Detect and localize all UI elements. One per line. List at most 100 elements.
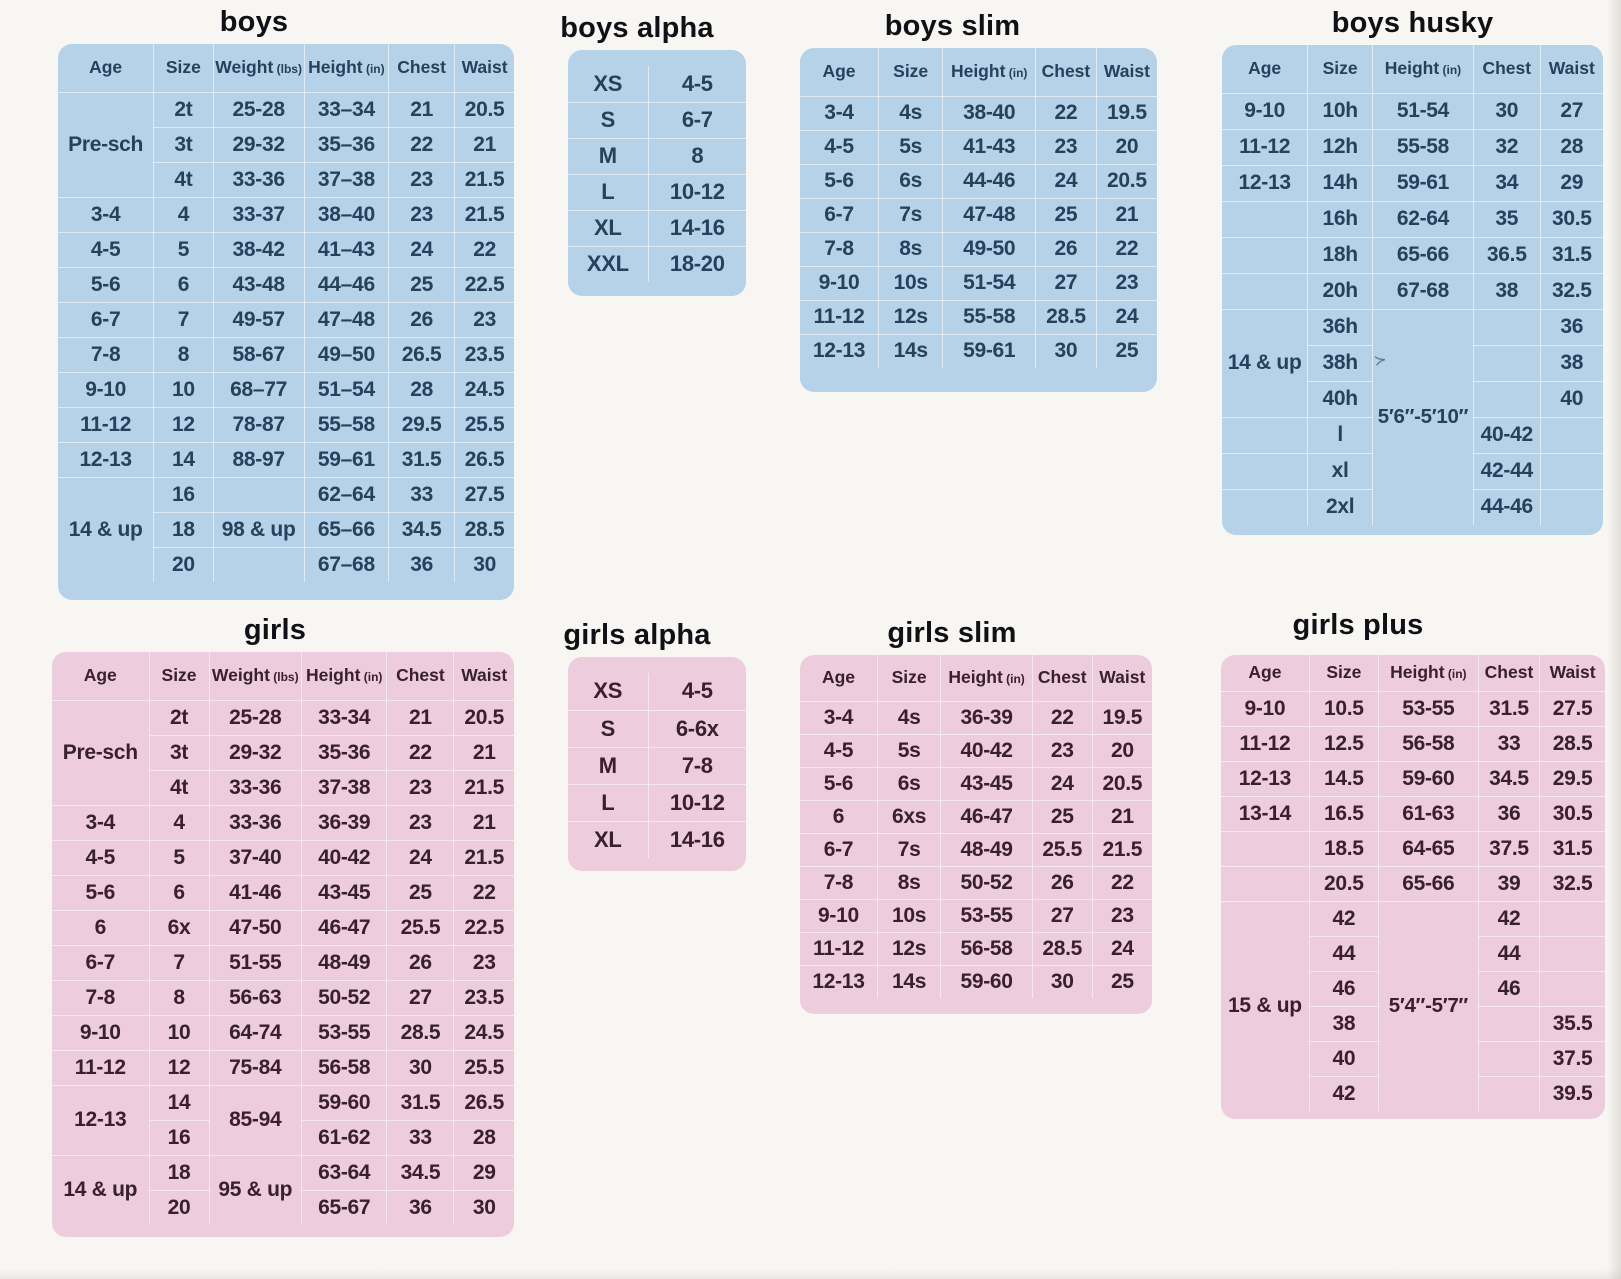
table-row: 4-5 5s 41-43 23 20 <box>800 130 1157 165</box>
table-cell <box>1478 1076 1541 1111</box>
table-cell: 5-6 <box>800 164 880 199</box>
table-cell: 8 <box>149 980 210 1016</box>
table-row: 5-6 6s 43-45 24 20.5 <box>800 767 1152 801</box>
column-header: Waist <box>1539 655 1605 692</box>
column-header: Size <box>1307 45 1373 94</box>
table-cell: 6-6x <box>648 710 746 748</box>
table-cell: 27 <box>1540 93 1603 130</box>
table-cell: 25-28 <box>209 700 302 736</box>
table-cell: 5-6 <box>800 767 878 801</box>
table-cell: 26.5 <box>454 442 514 478</box>
table-cell: 12-13 <box>800 334 880 368</box>
table-cell: 20 <box>1096 130 1157 165</box>
header-row: Age Size Weight (lbs) Height (in) Chest Waist <box>58 44 514 93</box>
table-cell: 6 <box>149 875 210 911</box>
column-header: Height (in) <box>942 48 1037 97</box>
table-row: 3-4 4s 38-40 22 19.5 <box>800 96 1157 131</box>
boys-husky-table: Age Size Height (in) Chest Waist 9-10 10h 51-54… <box>1222 45 1603 535</box>
table-row: 7-8 8s 49-50 26 22 <box>800 232 1157 267</box>
table-row: 7-8 8 58-67 49–50 26.5 23.5 <box>58 337 514 373</box>
table-row: 9-10 10h 51-54 30 27 <box>1222 93 1603 130</box>
table-cell: 12-13 <box>800 965 878 998</box>
table-row: 12-13 14 85-94 59-60 31.5 26.5 <box>52 1085 514 1156</box>
column-header: Chest <box>1478 655 1541 692</box>
table-cell: 8 <box>153 337 214 373</box>
table-cell: 33-36 <box>213 162 305 198</box>
table-cell: 18h <box>1307 237 1373 274</box>
table-cell: 31.5 <box>1540 237 1603 274</box>
girls-alpha-table-title: girls alpha <box>563 619 711 651</box>
table-cell: 67–68 <box>304 547 390 582</box>
table-cell: 20.5 <box>1092 767 1152 801</box>
table-cell: 9-10 <box>1222 93 1309 130</box>
table-row: 6 6x 47-50 46-47 25.5 22.5 <box>52 910 514 946</box>
table-cell: 18 <box>149 1155 210 1191</box>
table-cell: 14.5 <box>1309 761 1379 797</box>
girls-slim-table-section: girls slim Age Size Height (in) Chest Waist 3… <box>800 617 1152 1014</box>
table-cell: 12h <box>1307 129 1373 166</box>
table-row: 6-7 7s 48-49 25.5 21.5 <box>800 833 1152 867</box>
table-cell <box>1222 201 1309 238</box>
table-cell: 23.5 <box>454 337 514 373</box>
table-cell: 38 <box>1473 273 1541 310</box>
column-header: Chest <box>1032 655 1093 702</box>
table-cell: 12-13 <box>58 442 155 478</box>
table-cell: 36 <box>388 547 456 582</box>
table-cell: 21 <box>386 700 455 736</box>
table-cell: 42 <box>1478 901 1541 937</box>
girls-table-title: girls <box>243 614 307 646</box>
table-cell: 25 <box>1110 969 1134 993</box>
boys-table-title: boys <box>219 6 289 38</box>
table-cell: 85-94 <box>209 1085 302 1156</box>
table-cell: 8s <box>877 866 942 900</box>
column-header: Waist <box>1096 48 1157 97</box>
table-cell: 49–50 <box>304 337 390 373</box>
table-cell: 51–54 <box>304 372 390 408</box>
table-cell: 49-50 <box>942 232 1037 267</box>
table-row: 44 44 <box>1221 936 1605 972</box>
table-cell: 38h <box>1307 345 1373 382</box>
table-cell: 37.5 <box>1478 831 1541 867</box>
table-cell: 10-12 <box>648 174 746 211</box>
table-cell: 14 <box>149 1085 210 1121</box>
table-row: 40 37.5 <box>1221 1041 1605 1077</box>
table-cell: 44–46 <box>304 267 390 303</box>
table-row: 5-6 6 43-48 44–46 25 22.5 <box>58 267 514 303</box>
table-row: 5-6 6 41-46 43-45 25 22 <box>52 875 514 911</box>
table-cell: 4-5 <box>648 673 746 711</box>
boys-alpha-table-title: boys alpha <box>560 12 714 44</box>
table-cell: 6 <box>52 910 150 946</box>
table-cell: 22 <box>386 735 455 771</box>
table-cell: 31.5 <box>386 1085 455 1121</box>
table-cell: 28 <box>388 372 456 408</box>
column-header: Size <box>1309 655 1379 692</box>
table-cell: 21 <box>1092 800 1152 834</box>
table-cell: 31.5 <box>1478 691 1541 727</box>
table-row: XL 14-16 <box>568 821 746 858</box>
table-row: 11-12 12.5 56-58 33 28.5 <box>1221 726 1605 762</box>
table-cell: 32.5 <box>1539 866 1605 902</box>
table-cell: 36 <box>386 1190 455 1225</box>
table-cell: 16 <box>149 1120 210 1156</box>
table-cell: 62–64 <box>304 477 390 513</box>
table-cell: 7 <box>153 302 214 338</box>
table-cell: 3-4 <box>800 701 878 735</box>
table-cell: 22 <box>1035 96 1097 131</box>
table-cell: XL <box>568 210 649 247</box>
table-cell: 59-61 <box>1372 165 1474 202</box>
table-cell: 34.5 <box>1478 761 1541 797</box>
table-cell: 51-55 <box>209 945 302 981</box>
table-row: 38 35.5 <box>1221 1006 1605 1042</box>
boys-slim-table: Age Size Height (in) Chest Waist 3-4 4s 38-40 22… <box>800 48 1157 392</box>
table-cell: 30 <box>1035 334 1097 368</box>
table-cell: 10.5 <box>1309 691 1379 727</box>
table-row: 2xl 44-46 <box>1222 489 1603 525</box>
table-row: L 10-12 <box>568 784 746 822</box>
table-row: 42 39.5 <box>1221 1076 1605 1111</box>
table-cell: 27.5 <box>454 477 514 513</box>
table-cell: Pre-sch <box>58 92 155 198</box>
table-row: 12-13 14h 59-61 34 29 <box>1222 165 1603 202</box>
table-cell: 59-60 <box>301 1085 388 1121</box>
table-cell <box>1540 453 1603 490</box>
table-cell: 23 <box>1096 266 1157 301</box>
